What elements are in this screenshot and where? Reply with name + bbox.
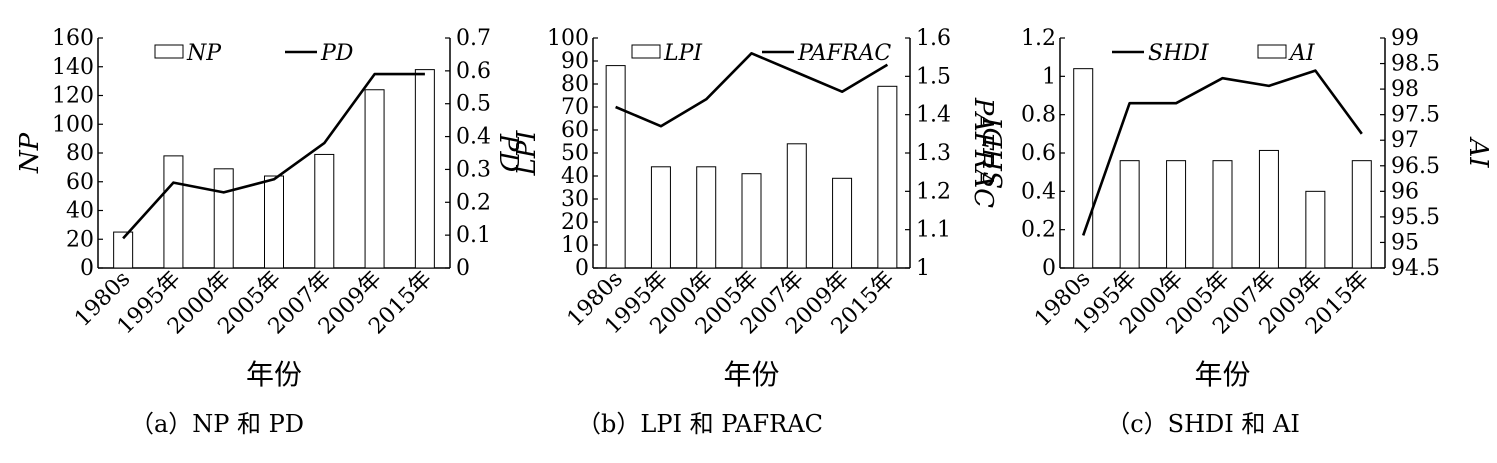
panel-c-right-tick-label: 98 xyxy=(1391,77,1419,102)
panel-b-left-tick-label: 10 xyxy=(561,233,589,258)
panel-a-right-tick-label: 0.1 xyxy=(456,223,491,248)
panel-c-right-tick-label: 95.5 xyxy=(1391,205,1440,230)
panel-b-bar-lpi xyxy=(696,166,717,269)
panel-a-left-tick-label: 60 xyxy=(66,170,94,195)
panel-b-x-axis-title: 年份 xyxy=(723,358,779,391)
panel-b-left-tick-label: 90 xyxy=(561,49,589,74)
panel-a-legend-bar-swatch xyxy=(154,44,184,59)
panel-b-legend-line-label: PAFRAC xyxy=(797,41,891,66)
panel-b-legend-bar-label: LPI xyxy=(663,41,703,66)
panel-b-left-tick-label: 70 xyxy=(561,95,589,120)
panel-b-bar-lpi xyxy=(786,143,807,269)
panel-a-bar-np xyxy=(364,89,385,269)
panel-b-left-tick-label: 30 xyxy=(561,187,589,212)
panel-a-left-tick-label: 160 xyxy=(52,26,94,51)
panel-a-left-tick-label: 120 xyxy=(52,84,94,109)
panel-a-line-pd xyxy=(122,72,425,240)
panel-b-bar-lpi xyxy=(832,177,853,269)
panel-c-right-tick-label: 97.5 xyxy=(1391,103,1440,128)
panel-a-right-tick-label: 0.3 xyxy=(456,157,491,182)
panel-b-right-tick-label: 1.3 xyxy=(916,141,951,166)
panel-a-legend-line-label: PD xyxy=(320,41,354,66)
panel-b-left-tick-label: 0 xyxy=(575,256,589,281)
panel-b-left-tick-label: 20 xyxy=(561,210,589,235)
panel-a-right-tick-label: 0.4 xyxy=(456,125,491,150)
panel-c-left-tick-label: 0 xyxy=(1042,256,1056,281)
panel-c-right-tick-label: 97 xyxy=(1391,128,1419,153)
panel-a-left-tick-label: 0 xyxy=(80,256,94,281)
panel-c-right-tick-label: 95 xyxy=(1391,230,1419,255)
panel-b-right-tick-label: 1 xyxy=(916,256,930,281)
panel-c-right-tick-label: 96.5 xyxy=(1391,154,1440,179)
panel-c-right-tick-label: 94.5 xyxy=(1391,256,1440,281)
panel-a-left-tick-label: 20 xyxy=(66,227,94,252)
panel-b-left-tick-label: 100 xyxy=(547,26,589,51)
panel-a-right-axis-title: PD xyxy=(493,133,523,172)
panel-c-left-tick-label: 1 xyxy=(1042,64,1056,89)
panel-c-bar-ai xyxy=(1212,160,1233,269)
panel-a-bar-np xyxy=(264,175,284,269)
panel-b-right-tick-label: 1.2 xyxy=(916,179,951,204)
panel-a-caption: （a）NP 和 PD xyxy=(129,410,305,438)
panel-b-bar-lpi xyxy=(650,166,671,269)
panel-c-bar-ai xyxy=(1258,149,1279,269)
panel-b-left-tick-label: 80 xyxy=(561,72,589,97)
panel-c-left-axis-title: SHDI xyxy=(979,116,1009,188)
panel-a-bar-np xyxy=(314,153,335,269)
panel-c-right-tick-label: 99 xyxy=(1391,26,1419,51)
panel-a-right-tick-label: 0.6 xyxy=(456,59,491,84)
panel-c-bar-ai xyxy=(1073,68,1094,269)
panel-a-left-tick-label: 140 xyxy=(52,55,94,80)
panel-b-right-tick-label: 1.1 xyxy=(916,218,951,243)
panel-b-legend-bar-swatch xyxy=(631,44,661,59)
panel-c-legend-bar-label: AI xyxy=(1288,41,1316,66)
panel-c-caption: （c）SHDI 和 AI xyxy=(1106,410,1300,438)
panel-a-right-tick-label: 0.2 xyxy=(456,190,491,215)
panel-b-right-tick-label: 1.4 xyxy=(916,103,951,128)
panel-b-left-tick-label: 50 xyxy=(561,141,589,166)
panel-c-left-tick-label: 0.8 xyxy=(1021,103,1056,128)
panel-c-right-tick-label: 98.5 xyxy=(1391,52,1440,77)
panel-c-bar-ai xyxy=(1166,160,1187,269)
panel-a-left-tick-label: 40 xyxy=(66,199,94,224)
panel-c-bar-ai xyxy=(1305,190,1326,269)
panel-a-left-tick-label: 80 xyxy=(66,141,94,166)
panel-b-caption: （b）LPI 和 PAFRAC xyxy=(577,410,823,438)
panel-a-bar-np xyxy=(163,155,184,269)
panel-c-left-tick-label: 0.6 xyxy=(1021,141,1056,166)
panel-c-bar-ai xyxy=(1119,160,1140,269)
panel-c-line-shdi xyxy=(1081,69,1363,236)
panel-c-left-tick-label: 0.2 xyxy=(1021,218,1056,243)
panel-a-bar-np xyxy=(213,168,234,269)
panel-b-line-pafrac xyxy=(615,51,889,128)
panel-a-right-tick-label: 0.7 xyxy=(456,26,491,51)
panel-b-left-tick-label: 60 xyxy=(561,118,589,143)
panel-a-legend-bar-label: NP xyxy=(186,41,222,66)
panel-c-x-axis-title: 年份 xyxy=(1194,358,1250,391)
panel-c-legend-bar-swatch xyxy=(1257,44,1287,59)
panel-c-bar-ai xyxy=(1351,160,1372,269)
panel-b-bar-lpi xyxy=(741,173,762,269)
panel-a-left-axis-title: NP xyxy=(15,132,45,174)
panel-a-bar-np xyxy=(113,231,134,269)
panel-a-right-tick-label: 0.5 xyxy=(456,92,491,117)
panel-a-left-tick-label: 100 xyxy=(52,112,94,137)
panel-b-left-tick-label: 40 xyxy=(561,164,589,189)
panel-c-left-tick-label: 1.2 xyxy=(1021,26,1056,51)
panel-a-right-tick-label: 0 xyxy=(456,256,470,281)
panel-b-bar-lpi xyxy=(605,65,626,269)
panel-b-bar-lpi xyxy=(877,85,898,269)
panel-b-right-axis-title: PAFRAC xyxy=(968,97,998,208)
panel-c-legend-line-label: SHDI xyxy=(1148,41,1210,66)
panel-a-x-axis-title: 年份 xyxy=(246,358,302,391)
panel-c-right-axis-title: AI xyxy=(1463,136,1493,168)
panel-b-right-tick-label: 1.5 xyxy=(916,64,951,89)
panel-b-left-axis-title: LPI xyxy=(512,130,542,177)
panel-c-right-tick-label: 96 xyxy=(1391,179,1419,204)
panel-c-left-tick-label: 0.4 xyxy=(1021,179,1056,204)
panel-b-right-tick-label: 1.6 xyxy=(916,26,951,51)
panel-a-bar-np xyxy=(414,69,435,269)
